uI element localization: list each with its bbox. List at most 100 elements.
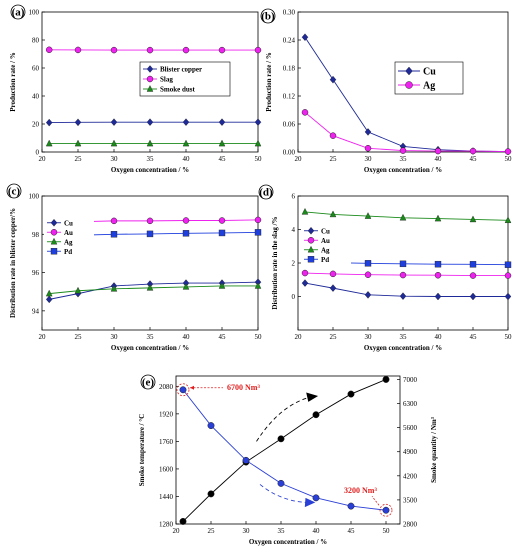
legend-label: Pd xyxy=(64,248,72,256)
y-tick-label: 100 xyxy=(29,193,40,201)
data-point xyxy=(218,282,226,289)
y-tick-label: 0.18 xyxy=(283,65,296,73)
y-tick-label: 0.06 xyxy=(283,121,296,129)
chart-panel-4: 20 25 30 35 40 45 50 1280 1440 1600 1760 1920 2080 28… xyxy=(138,374,438,546)
y-tick-label: 0.00 xyxy=(283,149,296,157)
data-point xyxy=(74,46,82,54)
y-tick-label: 1920 xyxy=(159,410,174,418)
series-ag xyxy=(301,109,512,155)
data-point xyxy=(110,46,118,54)
data-point xyxy=(329,210,337,218)
data-point xyxy=(329,284,337,292)
data-point xyxy=(45,46,53,54)
data-point xyxy=(277,435,285,443)
data-point xyxy=(146,46,154,54)
x-tick-label: 25 xyxy=(208,527,216,535)
data-point xyxy=(254,139,262,147)
panel-label: (e) xyxy=(140,374,156,390)
data-point xyxy=(179,517,187,525)
panel-label: (d) xyxy=(258,184,274,200)
y-tick-label: 6 xyxy=(292,193,296,201)
data-point xyxy=(218,118,226,126)
x-tick-label: 40 xyxy=(183,333,191,341)
chart-panel-3: 20 25 30 35 40 45 50 0 2 4 6 Oxygen concentration /… xyxy=(258,184,512,352)
data-point xyxy=(45,118,53,127)
data-point xyxy=(469,215,477,223)
series-slag xyxy=(45,46,262,54)
y-axis-label: Distribution rate in blister copper/% xyxy=(9,208,17,318)
data-point xyxy=(182,118,190,126)
legend-swatch-marker xyxy=(50,218,58,227)
data-point xyxy=(469,292,477,301)
data-point xyxy=(504,148,512,155)
x-tick-label: 45 xyxy=(470,155,478,163)
legend-label: Blister copper xyxy=(160,66,202,74)
y-axis-label: Production rate / % xyxy=(9,52,17,112)
data-point xyxy=(182,217,190,224)
legend-label: Slag xyxy=(160,76,173,84)
legend-swatch-marker xyxy=(405,81,413,89)
data-point xyxy=(207,422,215,430)
y2-tick-label: 7000 xyxy=(403,376,418,384)
data-point xyxy=(399,147,407,154)
data-point xyxy=(74,286,82,294)
data-point xyxy=(182,230,190,237)
arrowhead-icon xyxy=(306,392,319,402)
data-point xyxy=(301,279,309,287)
series-smoke-temperature xyxy=(179,375,390,525)
arrowhead-icon xyxy=(304,497,316,508)
y2-tick-label: 6300 xyxy=(403,400,418,408)
data-point xyxy=(110,118,118,126)
data-point xyxy=(179,386,187,394)
y-tick-label: 94 xyxy=(32,307,40,315)
data-point xyxy=(504,261,512,268)
y2-tick-label: 5600 xyxy=(403,424,418,432)
legend: Blister copper Slag Smoke dust xyxy=(139,61,231,97)
annotation-6700: 6700 Nm³ xyxy=(227,383,260,392)
data-point xyxy=(469,147,477,155)
x-tick-label: 45 xyxy=(219,333,227,341)
x-tick-label: 50 xyxy=(255,333,263,341)
data-point xyxy=(504,272,512,279)
legend-label: Au xyxy=(321,237,330,245)
data-point xyxy=(146,283,154,291)
data-point xyxy=(399,271,407,279)
x-tick-label: 40 xyxy=(313,527,321,535)
panel-label-badge xyxy=(260,8,276,24)
data-point xyxy=(146,217,154,225)
data-point xyxy=(254,118,262,126)
x-tick-label: 40 xyxy=(435,155,443,163)
y-tick-label: 96 xyxy=(32,269,40,277)
x-tick-label: 30 xyxy=(111,333,119,341)
data-point xyxy=(74,139,82,147)
legend-swatch-marker xyxy=(307,237,315,244)
data-point xyxy=(207,490,215,498)
panel-label-badge xyxy=(140,374,156,390)
series-cu xyxy=(301,279,512,301)
panel-label-badge xyxy=(258,184,274,200)
legend-swatch-marker xyxy=(50,229,58,236)
x-tick-label: 40 xyxy=(435,333,443,341)
y-tick-label: 1760 xyxy=(159,438,174,446)
data-point xyxy=(364,260,372,267)
x-tick-label: 50 xyxy=(383,527,391,535)
data-point xyxy=(399,292,407,300)
y-tick-label: 0.12 xyxy=(283,93,296,101)
x-tick-label: 20 xyxy=(39,155,47,163)
x-tick-label: 25 xyxy=(330,155,338,163)
data-point xyxy=(110,139,118,147)
series-au xyxy=(301,269,512,279)
panel-label-badge xyxy=(10,4,26,20)
data-point xyxy=(254,282,262,289)
legend-swatch-marker xyxy=(50,237,58,245)
x-axis-label: Oxygen concentration / % xyxy=(364,166,442,174)
data-point xyxy=(146,139,154,147)
x-tick-label: 25 xyxy=(75,155,83,163)
legend-swatch-marker xyxy=(307,226,315,235)
data-point xyxy=(329,75,337,84)
legend-swatch-marker xyxy=(146,65,154,73)
legend-label: Au xyxy=(64,229,73,237)
legend-swatch-marker xyxy=(307,245,315,253)
legend-label: Pd xyxy=(321,256,329,264)
